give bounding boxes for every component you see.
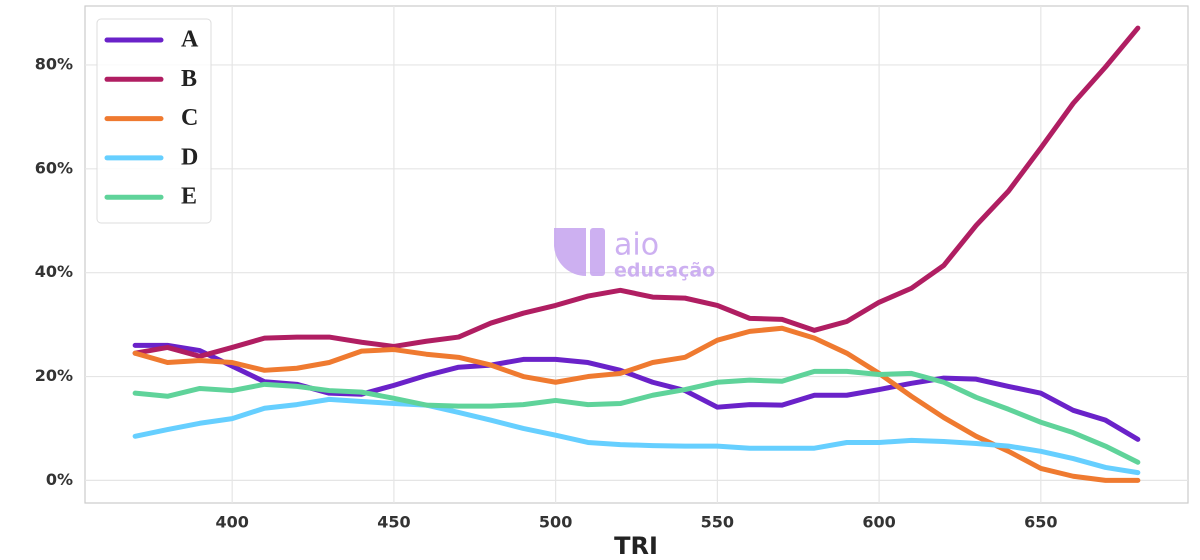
lines xyxy=(132,25,1141,483)
watermark-icon xyxy=(554,228,586,277)
x-axis-label: TRI xyxy=(614,532,658,560)
y-tick-label: 80% xyxy=(35,54,73,73)
x-tick-label: 450 xyxy=(377,513,410,532)
series-line xyxy=(132,396,1141,476)
series-line xyxy=(132,25,1141,359)
x-tick-label: 400 xyxy=(215,513,248,532)
legend-label: E xyxy=(181,184,197,210)
x-tick-label: 550 xyxy=(701,513,734,532)
watermark-text: aio xyxy=(614,228,659,263)
legend-label: C xyxy=(181,105,198,131)
legend-label: A xyxy=(181,27,199,53)
legend-label: B xyxy=(181,66,197,92)
x-tick-label: 500 xyxy=(539,513,572,532)
y-tick-label: 40% xyxy=(35,262,73,281)
x-tick-label: 650 xyxy=(1024,513,1057,532)
x-tick-label: 600 xyxy=(862,513,895,532)
legend-label: D xyxy=(181,144,198,170)
watermark: aio educação xyxy=(554,228,715,282)
watermark-text: educação xyxy=(614,260,715,282)
series-line xyxy=(132,325,1141,483)
y-tick-label: 0% xyxy=(46,470,73,489)
series-line xyxy=(132,368,1141,465)
y-tick-label: 60% xyxy=(35,158,73,177)
y-tick-label: 20% xyxy=(35,366,73,385)
watermark-icon xyxy=(590,228,605,276)
plot-area xyxy=(84,5,1189,504)
